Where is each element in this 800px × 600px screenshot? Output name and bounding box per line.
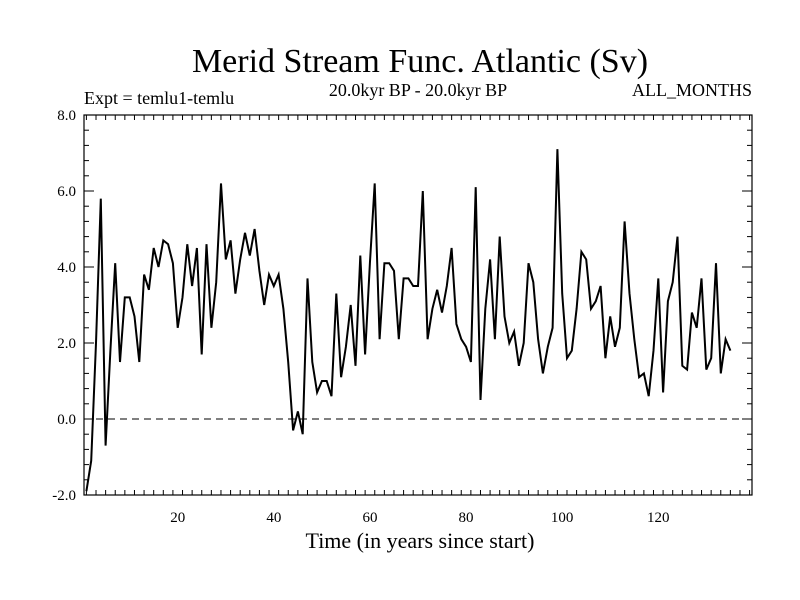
chart-subtitle-center: 20.0kyr BP - 20.0kyr BP — [329, 80, 507, 100]
chart-title: Merid Stream Func. Atlantic (Sv) — [192, 43, 648, 80]
x-axis-label: Time (in years since start) — [306, 528, 535, 553]
x-tick-label: 40 — [266, 510, 281, 526]
x-tick-label: 60 — [362, 510, 377, 526]
y-tick-label: 0.0 — [57, 412, 76, 428]
plot-frame — [83, 114, 753, 496]
plot-area: 20 40 60 80 100 120 -2.0 0.0 2.0 4.0 6.0 8.0 — [52, 108, 753, 526]
y-tick-label: -2.0 — [52, 488, 76, 504]
x-tick-label: 20 — [170, 510, 185, 526]
y-tick-label: 8.0 — [57, 108, 76, 124]
x-tick-label: 120 — [647, 510, 670, 526]
chart-subtitle-right: ALL_MONTHS — [632, 80, 752, 100]
x-tick-label: 100 — [551, 510, 574, 526]
x-tick-label: 80 — [459, 510, 474, 526]
series-line — [85, 149, 732, 492]
y-tick-label: 6.0 — [57, 184, 76, 200]
y-tick-label: 4.0 — [57, 260, 76, 276]
y-tick-label: 2.0 — [57, 336, 76, 352]
chart-subtitle-left: Expt = temlu1-temlu — [84, 88, 234, 108]
